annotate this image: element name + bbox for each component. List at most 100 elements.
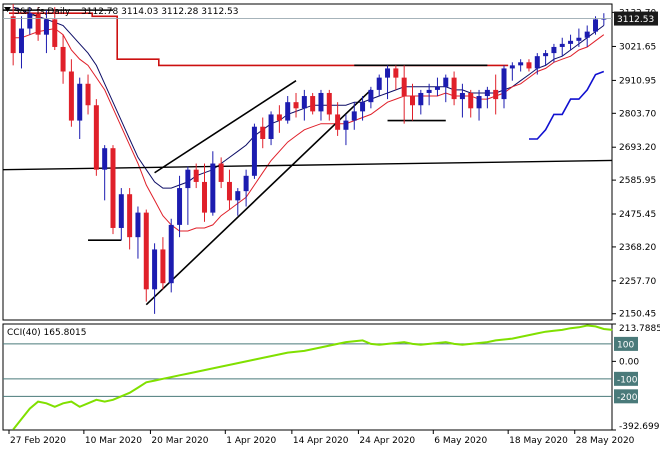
x-tick-label: 14 Apr 2020 (293, 436, 349, 446)
candle-body (601, 18, 607, 20)
candle (235, 188, 241, 216)
price-y-tick-label: 2693.20 (619, 143, 656, 153)
candle (60, 34, 66, 84)
price-y-tick-label: 2150.45 (619, 310, 656, 320)
candle (52, 7, 58, 51)
cci-header: CCI(40) 165.8015 (7, 328, 87, 338)
candle (301, 89, 307, 121)
candle-body (160, 249, 166, 284)
candle-body (393, 68, 399, 78)
candle (251, 123, 257, 179)
candle (518, 59, 524, 72)
cci-level-tag-bg (614, 389, 638, 404)
candle-body (385, 68, 391, 78)
candle-body (276, 114, 282, 121)
candle (135, 206, 141, 259)
candle (43, 10, 49, 54)
last-price-tag-bg (614, 11, 658, 26)
candle-body (43, 19, 49, 35)
candle (218, 157, 224, 189)
cci-line (12, 324, 613, 431)
x-tick-label: 27 Feb 2020 (10, 436, 66, 446)
candle (243, 169, 249, 207)
candle (27, 7, 33, 35)
candle (118, 188, 124, 241)
candle-body (559, 43, 565, 47)
candles (10, 4, 607, 314)
candle-body (301, 96, 307, 109)
candle-body (326, 92, 332, 115)
price-y-tick-label: 2803.70 (619, 109, 656, 119)
chevron-down-icon[interactable] (4, 7, 11, 12)
x-tick-label: 1 Apr 2020 (226, 436, 276, 446)
candle (318, 89, 324, 121)
candle (18, 16, 24, 69)
candle (360, 96, 366, 121)
candle-body (368, 89, 374, 103)
price-y-tick-label: 2585.95 (619, 176, 656, 186)
x-tick-label: 6 May 2020 (434, 436, 487, 446)
candle (401, 65, 407, 124)
cci-level-tag-bg (614, 371, 638, 386)
candle (426, 83, 432, 106)
cci-axis: 213.7885 100 0.00 -100 -200 -392.6996 (3, 323, 660, 432)
candle-body (459, 92, 465, 100)
candle-body (501, 68, 507, 100)
candle-body (251, 126, 257, 176)
candle (152, 243, 158, 314)
price-y-tick-label: 2257.70 (619, 277, 656, 287)
candle (551, 43, 557, 63)
cci-y-tick-label: 0.00 (619, 357, 639, 367)
candle-body (318, 92, 324, 112)
cci-level-tag-bg (614, 336, 638, 351)
candle-body (152, 249, 158, 290)
candle-body (434, 86, 440, 90)
candle (260, 117, 266, 149)
candle-body (118, 194, 124, 228)
candle (418, 89, 424, 115)
candle (110, 145, 116, 235)
symbol-label: S&P_fs,Daily (14, 7, 71, 17)
candle (484, 86, 490, 109)
candle (185, 166, 191, 225)
x-axis: 27 Feb 2020 10 Mar 2020 20 Mar 2020 1 Apr 2… (8, 430, 635, 446)
candle-body (310, 96, 316, 112)
candle (177, 175, 183, 238)
candle-body (218, 163, 224, 182)
candle (351, 102, 357, 130)
price-y-tick-label: 2475.45 (619, 210, 656, 220)
candle (268, 111, 274, 146)
x-tick-label: 24 Apr 2020 (359, 436, 415, 446)
candle (10, 4, 16, 66)
candle-body (102, 148, 108, 170)
x-tick-label: 18 May 2020 (509, 436, 568, 446)
candle (293, 92, 299, 118)
candle (168, 218, 174, 293)
candle-body (60, 46, 66, 72)
candle-body (534, 56, 540, 69)
last-price-tag: 3112.53 (3, 11, 658, 26)
candle-body (518, 62, 524, 66)
candle-body (468, 92, 474, 109)
ichimoku-red-line (9, 12, 509, 67)
x-tick-label: 20 Mar 2020 (151, 436, 208, 446)
candle (276, 105, 282, 133)
candle-body (52, 19, 58, 47)
candle (476, 89, 482, 121)
candle-body (351, 111, 357, 121)
candle-body (177, 188, 183, 225)
candle-body (235, 191, 241, 201)
candle (77, 77, 83, 139)
candle-body (426, 89, 432, 93)
candle (409, 83, 415, 121)
candle-body (202, 181, 208, 213)
candle (93, 99, 99, 176)
candle-body (451, 77, 457, 100)
candle (443, 74, 449, 103)
candle (376, 74, 382, 97)
candle-body (243, 175, 249, 192)
price-y-tick-label: 3021.65 (619, 42, 656, 52)
candle-body (18, 28, 24, 54)
candle-body (210, 163, 216, 213)
candle (501, 65, 507, 109)
